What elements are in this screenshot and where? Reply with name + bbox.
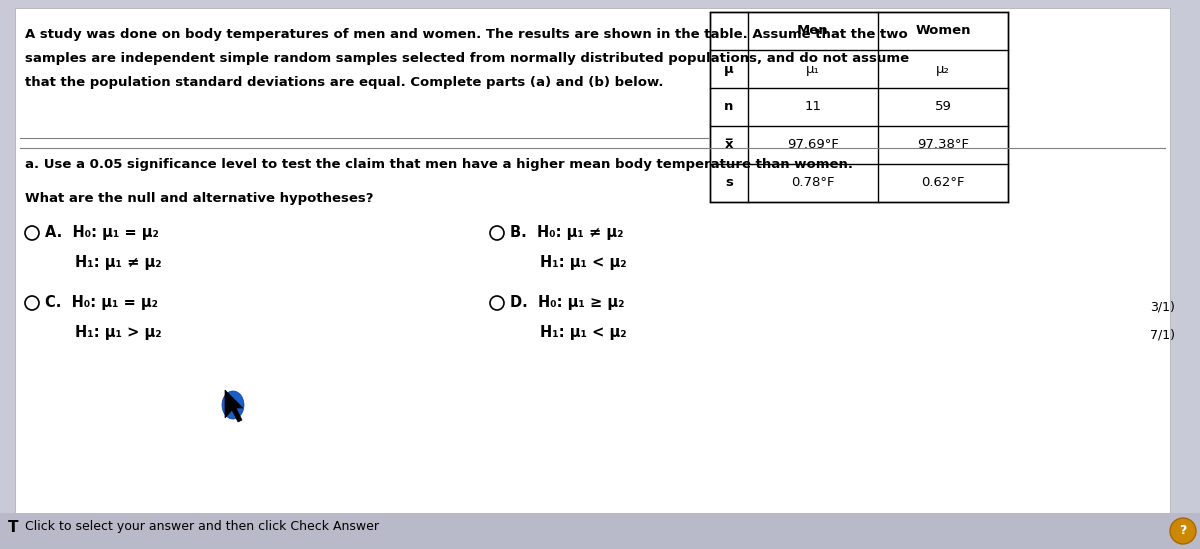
- Bar: [710, 12, 1008, 202]
- Text: Click to select your answer and then click Check Answer: Click to select your answer and then cli…: [25, 520, 379, 533]
- Text: B.  H₀: μ₁ ≠ μ₂: B. H₀: μ₁ ≠ μ₂: [510, 225, 624, 240]
- Text: 97.69°F: 97.69°F: [787, 138, 839, 152]
- Text: 0.78°F: 0.78°F: [791, 176, 835, 189]
- Ellipse shape: [222, 391, 244, 419]
- Text: A study was done on body temperatures of men and women. The results are shown in: A study was done on body temperatures of…: [25, 28, 907, 41]
- Text: C.  H₀: μ₁ = μ₂: C. H₀: μ₁ = μ₂: [46, 295, 158, 310]
- Text: μ₂: μ₂: [936, 63, 950, 76]
- Text: H₁: μ₁ < μ₂: H₁: μ₁ < μ₂: [540, 255, 626, 270]
- Text: 0.62°F: 0.62°F: [922, 176, 965, 189]
- Polygon shape: [226, 390, 242, 422]
- Text: ?: ?: [1180, 524, 1187, 537]
- Text: x̅: x̅: [725, 138, 733, 152]
- Text: μ₁: μ₁: [806, 63, 820, 76]
- Text: H₁: μ₁ ≠ μ₂: H₁: μ₁ ≠ μ₂: [74, 255, 162, 270]
- Text: Men: Men: [797, 25, 829, 37]
- Text: D.  H₀: μ₁ ≥ μ₂: D. H₀: μ₁ ≥ μ₂: [510, 295, 624, 310]
- Text: s: s: [725, 176, 733, 189]
- Text: a. Use a 0.05 significance level to test the claim that men have a higher mean b: a. Use a 0.05 significance level to test…: [25, 158, 853, 171]
- Text: n: n: [725, 100, 733, 114]
- Text: 97.38°F: 97.38°F: [917, 138, 970, 152]
- Text: μ: μ: [724, 63, 734, 76]
- Text: Women: Women: [916, 25, 971, 37]
- Text: H₁: μ₁ > μ₂: H₁: μ₁ > μ₂: [74, 325, 162, 340]
- Text: H₁: μ₁ < μ₂: H₁: μ₁ < μ₂: [540, 325, 626, 340]
- Text: that the population standard deviations are equal. Complete parts (a) and (b) be: that the population standard deviations …: [25, 76, 664, 89]
- Text: samples are independent simple random samples selected from normally distributed: samples are independent simple random sa…: [25, 52, 910, 65]
- Text: What are the null and alternative hypotheses?: What are the null and alternative hypoth…: [25, 192, 373, 205]
- Bar: [0, 513, 1200, 549]
- Text: A.  H₀: μ₁ = μ₂: A. H₀: μ₁ = μ₂: [46, 225, 158, 240]
- Text: 3/1): 3/1): [1150, 300, 1175, 313]
- Text: T: T: [8, 520, 18, 535]
- Circle shape: [1170, 518, 1196, 544]
- Text: 59: 59: [935, 100, 952, 114]
- Text: 11: 11: [804, 100, 822, 114]
- Text: 7/1): 7/1): [1150, 328, 1175, 341]
